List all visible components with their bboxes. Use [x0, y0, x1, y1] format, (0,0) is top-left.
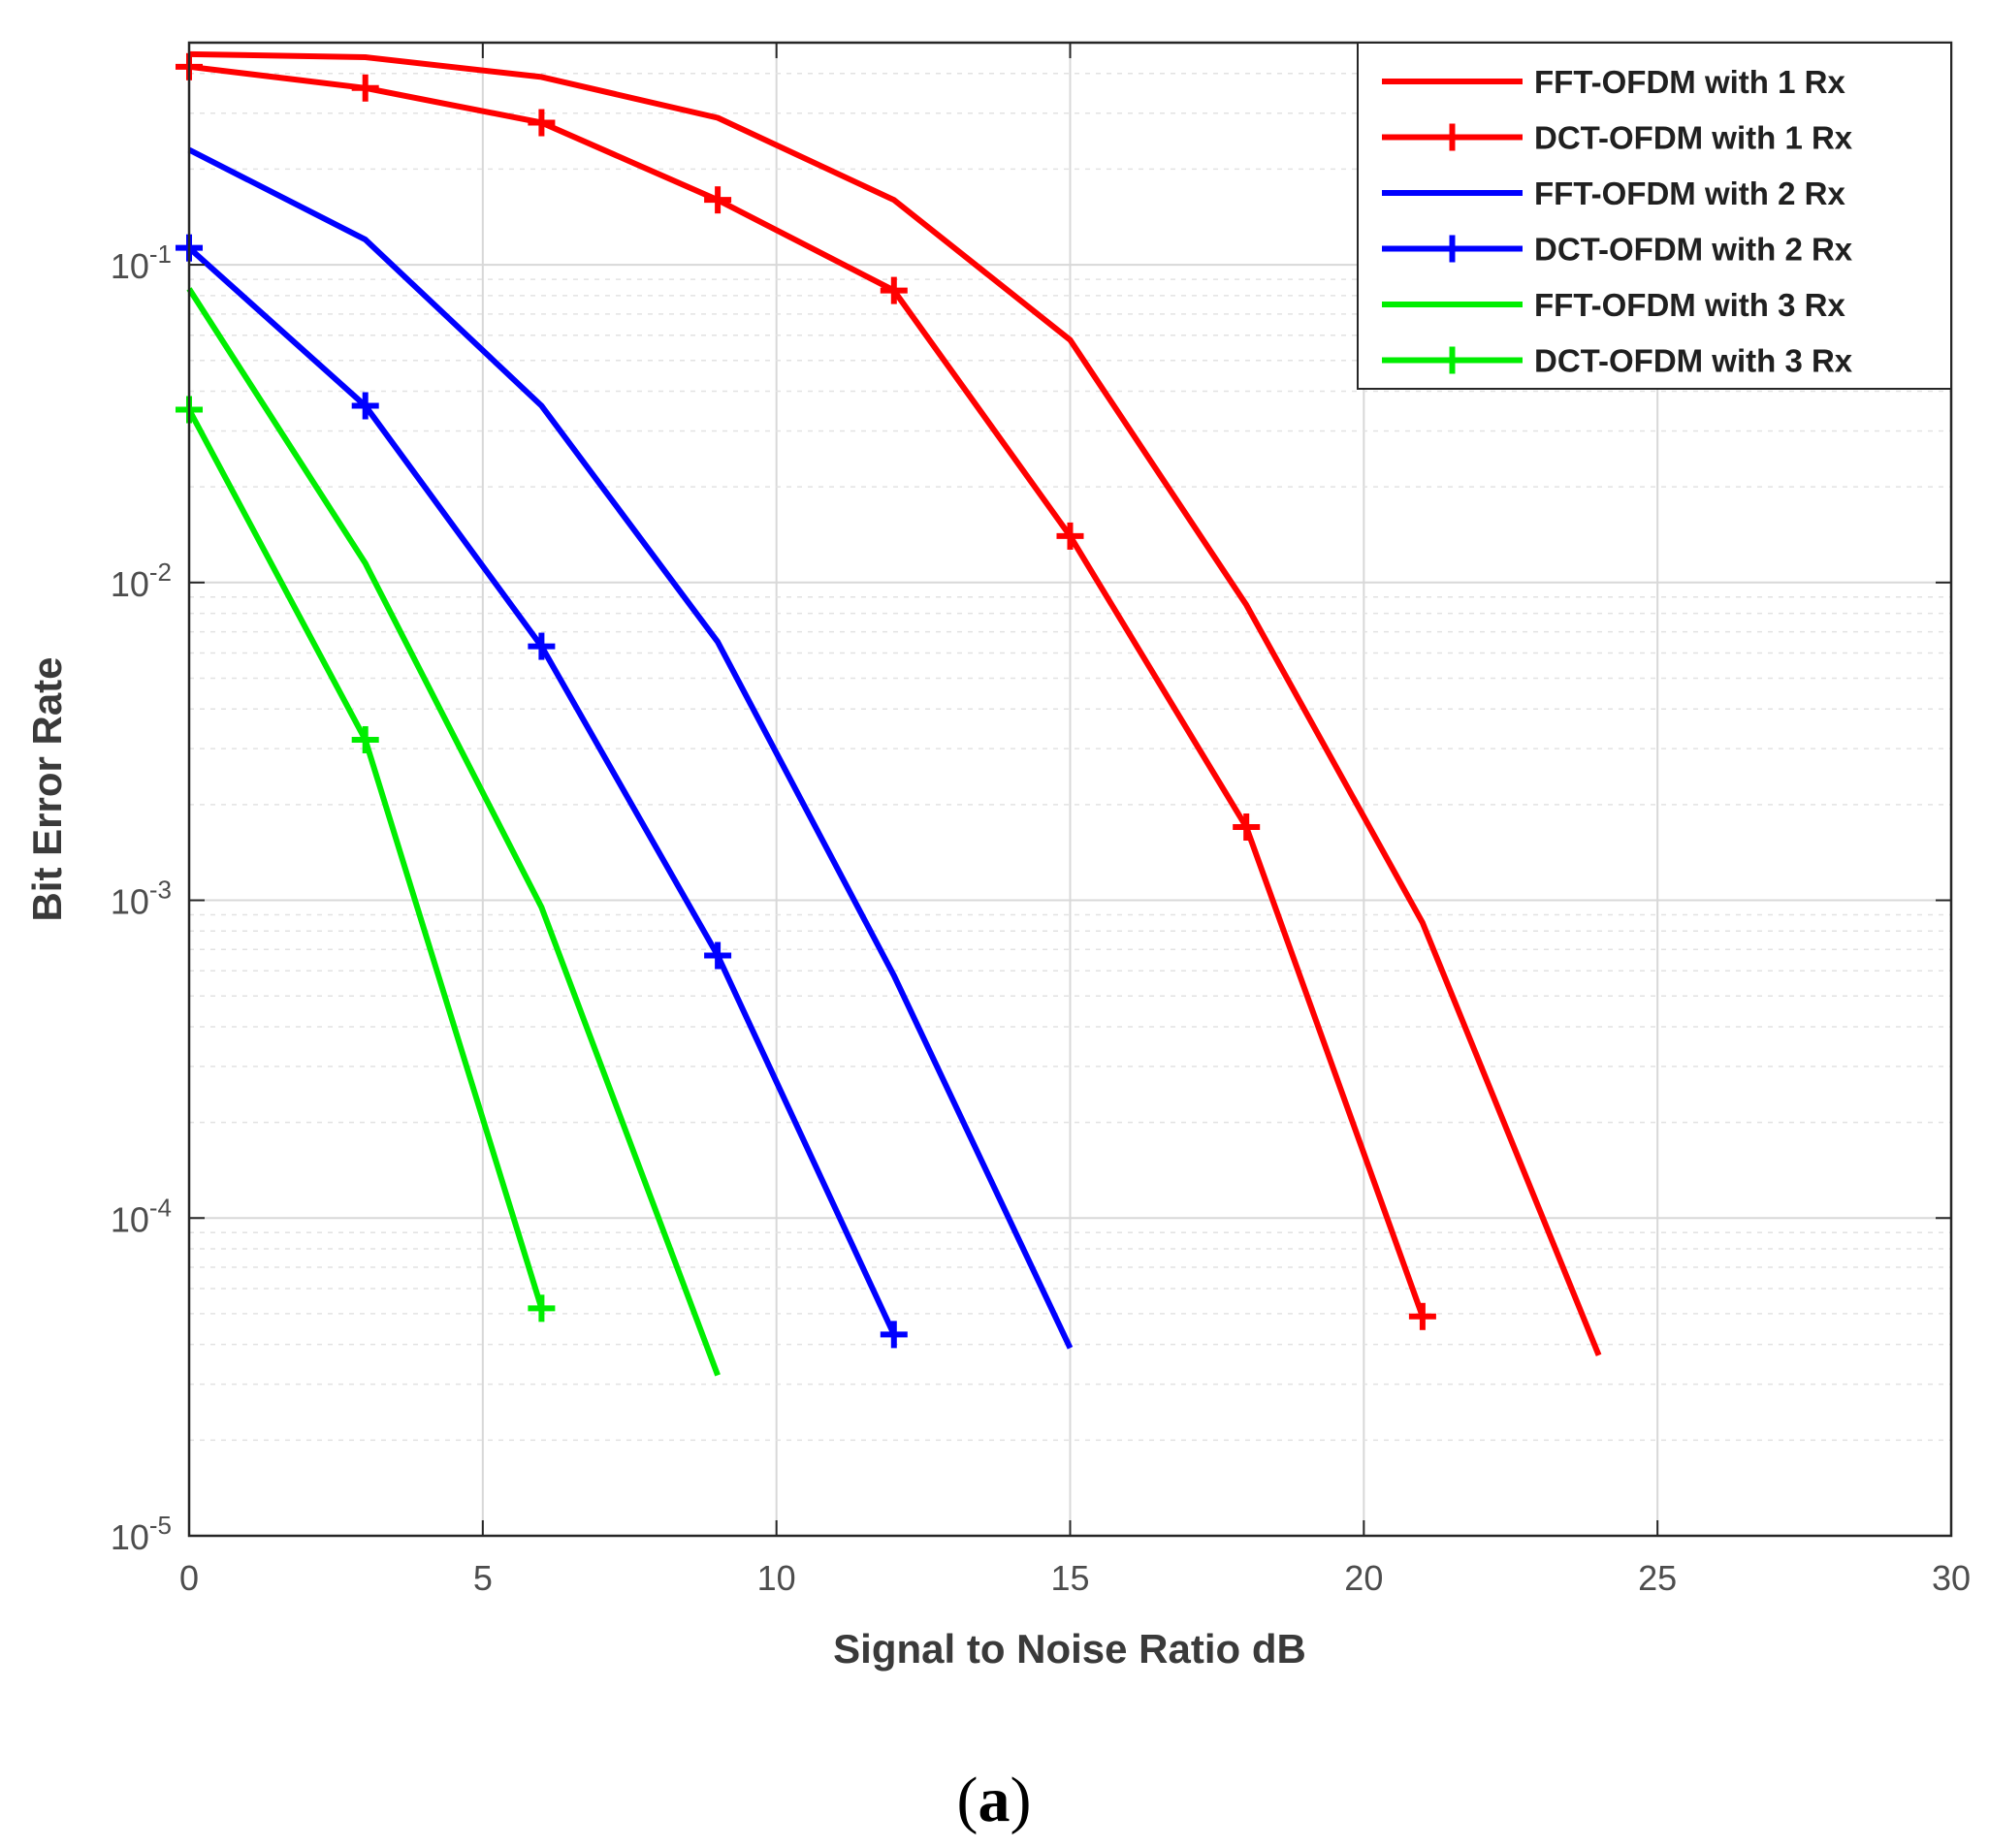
legend-entry: DCT-OFDM with 2 Rx: [1382, 232, 1853, 268]
legend-entry: DCT-OFDM with 3 Rx: [1382, 343, 1853, 379]
series-3: [187, 146, 1074, 1350]
series-line: [186, 287, 721, 1377]
y-axis-label: Bit Error Rate: [24, 656, 70, 921]
legend-entry: FFT-OFDM with 1 Rx: [1382, 64, 1845, 100]
series-1: [188, 50, 1602, 1356]
legend-marker: [1438, 235, 1466, 263]
legend: FFT-OFDM with 1 Rx DCT-OFDM with 1 Rx FFT-…: [1357, 42, 1952, 390]
series-line: [188, 63, 1426, 1318]
data-point-marker: [704, 186, 732, 214]
x-tick-label: 15: [1050, 1558, 1089, 1598]
legend-entries: FFT-OFDM with 1 Rx DCT-OFDM with 1 Rx FFT-…: [1382, 64, 1853, 379]
series-line: [188, 50, 1602, 1356]
legend-marker: [1438, 123, 1466, 151]
series-5: [186, 287, 721, 1377]
x-tick-label: 10: [757, 1558, 796, 1598]
x-ticks: 0 5 10 15 20 25 30: [179, 43, 1971, 1598]
legend-entry: FFT-OFDM with 3 Rx: [1382, 287, 1845, 323]
legend-box: [1357, 42, 1952, 390]
series-layer: [176, 50, 1602, 1377]
y-tick-label: 10-2: [111, 558, 172, 604]
data-point-marker: [528, 109, 556, 137]
x-tick-label: 0: [179, 1558, 199, 1598]
y-tick-label: 10-1: [111, 239, 172, 286]
data-point-marker: [1056, 522, 1084, 550]
legend-label: DCT-OFDM with 1 Rx: [1534, 120, 1853, 156]
legend-marker: [1438, 346, 1466, 374]
y-tick-label: 10-5: [111, 1511, 172, 1557]
series-line: [187, 146, 1074, 1350]
legend-label: DCT-OFDM with 3 Rx: [1534, 343, 1853, 379]
y-tick-label: 10-4: [111, 1193, 172, 1239]
data-point-marker: [704, 941, 732, 970]
x-tick-label: 30: [1932, 1558, 1971, 1598]
legend-label: FFT-OFDM with 1 Rx: [1534, 64, 1845, 100]
x-tick-label: 20: [1344, 1558, 1383, 1598]
legend-label: FFT-OFDM with 2 Rx: [1534, 175, 1845, 211]
data-point-marker: [351, 725, 379, 753]
y-tick-label: 10-3: [111, 876, 172, 922]
data-point-marker: [880, 276, 908, 304]
data-point-marker: [528, 1294, 556, 1322]
data-point-marker: [1408, 1302, 1436, 1330]
legend-entry: DCT-OFDM with 1 Rx: [1382, 120, 1853, 156]
data-point-marker: [351, 74, 379, 102]
legend-label: DCT-OFDM with 2 Rx: [1534, 232, 1853, 268]
data-point-marker: [528, 632, 556, 660]
x-tick-label: 25: [1638, 1558, 1677, 1598]
legend-label: FFT-OFDM with 3 Rx: [1534, 287, 1845, 323]
data-point-marker: [880, 1321, 908, 1349]
y-ticks: 10-1 10-2 10-3 10-4 10-5: [111, 239, 1951, 1557]
figure-caption: (a): [957, 1765, 1032, 1835]
legend-entry: FFT-OFDM with 2 Rx: [1382, 175, 1845, 211]
x-axis-label: Signal to Noise Ratio dB: [833, 1626, 1306, 1672]
data-point-marker: [351, 392, 379, 420]
x-tick-label: 5: [473, 1558, 493, 1598]
data-point-marker: [1233, 813, 1261, 842]
